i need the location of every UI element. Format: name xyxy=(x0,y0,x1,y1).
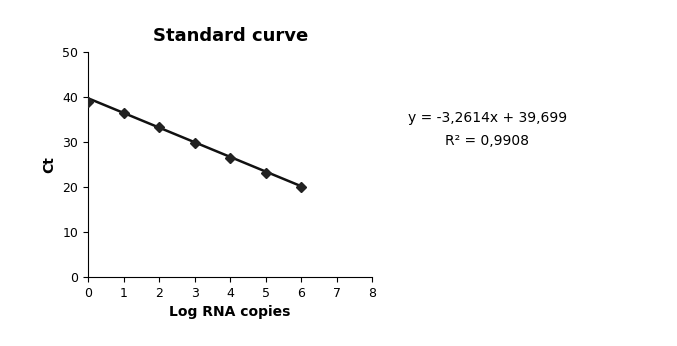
Title: Standard curve: Standard curve xyxy=(152,27,308,45)
Y-axis label: Ct: Ct xyxy=(43,156,57,173)
Text: y = -3,2614x + 39,699
R² = 0,9908: y = -3,2614x + 39,699 R² = 0,9908 xyxy=(408,111,567,147)
X-axis label: Log RNA copies: Log RNA copies xyxy=(169,305,291,319)
